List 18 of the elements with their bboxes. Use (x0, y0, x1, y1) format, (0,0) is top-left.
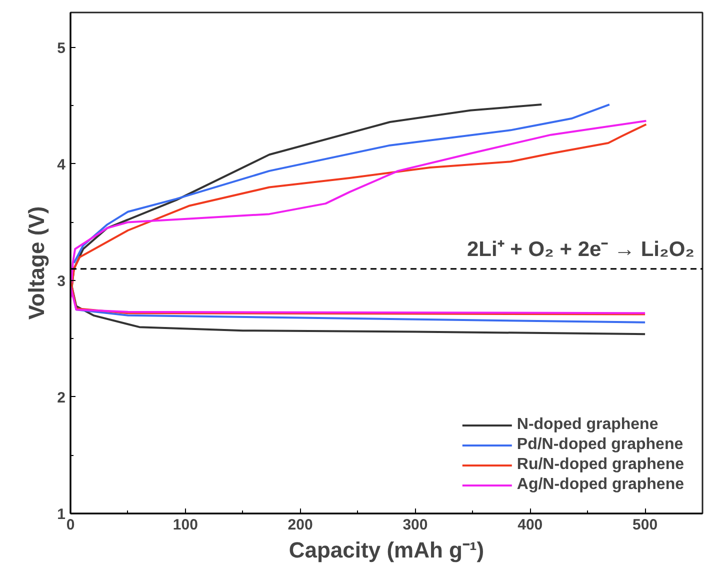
x-tick-label: 200 (288, 516, 313, 534)
legend-label: N-doped graphene (516, 415, 658, 435)
y-axis-title: Voltage (V) (24, 206, 50, 320)
x-tick-label: 500 (632, 516, 658, 534)
x-axis-title: Capacity (mAh g⁻¹) (288, 538, 484, 562)
x-tick-label: 400 (518, 516, 543, 534)
y-tick-label: 3 (57, 272, 66, 290)
y-tick-label: 2 (57, 389, 66, 406)
legend-label: Ru/N-doped graphene (516, 455, 684, 475)
legend-label: Pd/N-doped graphene (516, 435, 684, 455)
y-tick-label: 5 (57, 40, 66, 57)
x-tick-label: 300 (402, 516, 428, 534)
x-tick-label: 0 (66, 516, 75, 534)
ref-line-label: 2Li⁺ + O₂ + 2e⁻ → Li₂O₂ (466, 238, 695, 261)
y-tick-label: 4 (57, 156, 66, 174)
legend-label: Ag/N-doped graphene (516, 475, 684, 495)
y-tick-label: 1 (57, 506, 66, 523)
x-tick-label: 100 (172, 516, 198, 534)
